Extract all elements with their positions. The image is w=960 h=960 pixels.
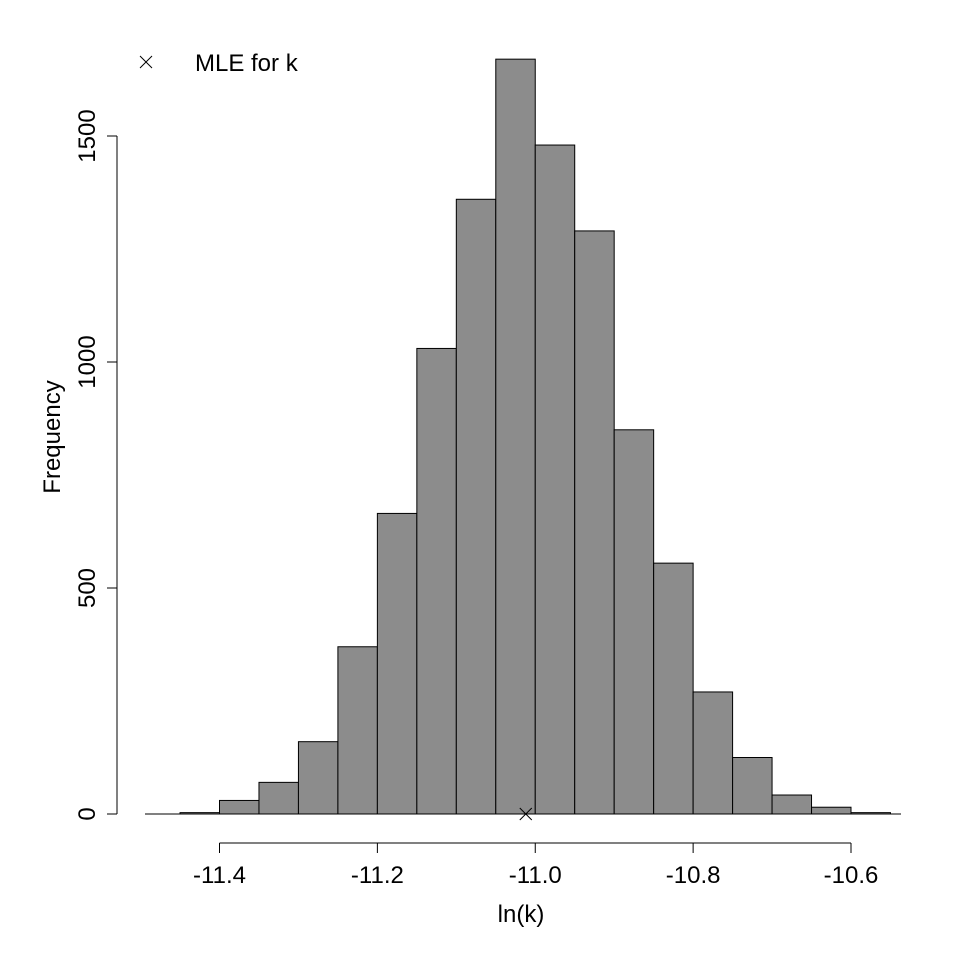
- x-axis: -11.4 -11.2 -11.0 -10.8 -10.6: [193, 842, 879, 889]
- histogram-bar: [732, 757, 773, 815]
- y-axis: 0 500 1000 1500: [74, 109, 118, 821]
- histogram-bar: [495, 58, 536, 815]
- histogram-bar: [692, 691, 734, 815]
- histogram-bar: [613, 429, 655, 815]
- legend: MLE for k: [139, 50, 299, 77]
- histogram-bar: [455, 198, 497, 815]
- y-tick-label: 1500: [74, 109, 101, 162]
- x-tick-label: -11.0: [509, 862, 562, 889]
- x-axis-title: ln(k): [498, 901, 545, 928]
- y-tick-label: 500: [74, 568, 101, 608]
- histogram-bar: [219, 799, 260, 815]
- y-tick-label: 0: [74, 807, 101, 820]
- histogram-bar: [416, 347, 457, 815]
- histogram-bar: [337, 646, 378, 815]
- x-tick-label: -11.4: [193, 862, 246, 889]
- histogram-bar: [258, 781, 299, 815]
- histogram-bar: [534, 144, 576, 815]
- x-tick-label: -10.8: [666, 862, 721, 889]
- histogram-bar: [771, 794, 813, 815]
- histogram-bar: [811, 806, 852, 815]
- histogram-bar: [376, 512, 418, 815]
- x-tick-label: -10.6: [824, 862, 879, 889]
- legend-label: MLE for k: [195, 50, 299, 77]
- x-tick-label: -11.2: [351, 862, 404, 889]
- y-axis-title: Frequency: [39, 380, 66, 493]
- mle-marker-stroke: [519, 807, 533, 821]
- mle-marker: [519, 807, 533, 821]
- histogram-bars: [179, 58, 891, 815]
- histogram-bar: [653, 562, 694, 815]
- histogram-bar: [574, 230, 615, 815]
- histogram-bar: [297, 741, 339, 815]
- legend-marker-icon: [139, 55, 153, 69]
- y-tick-label: 1000: [74, 335, 101, 388]
